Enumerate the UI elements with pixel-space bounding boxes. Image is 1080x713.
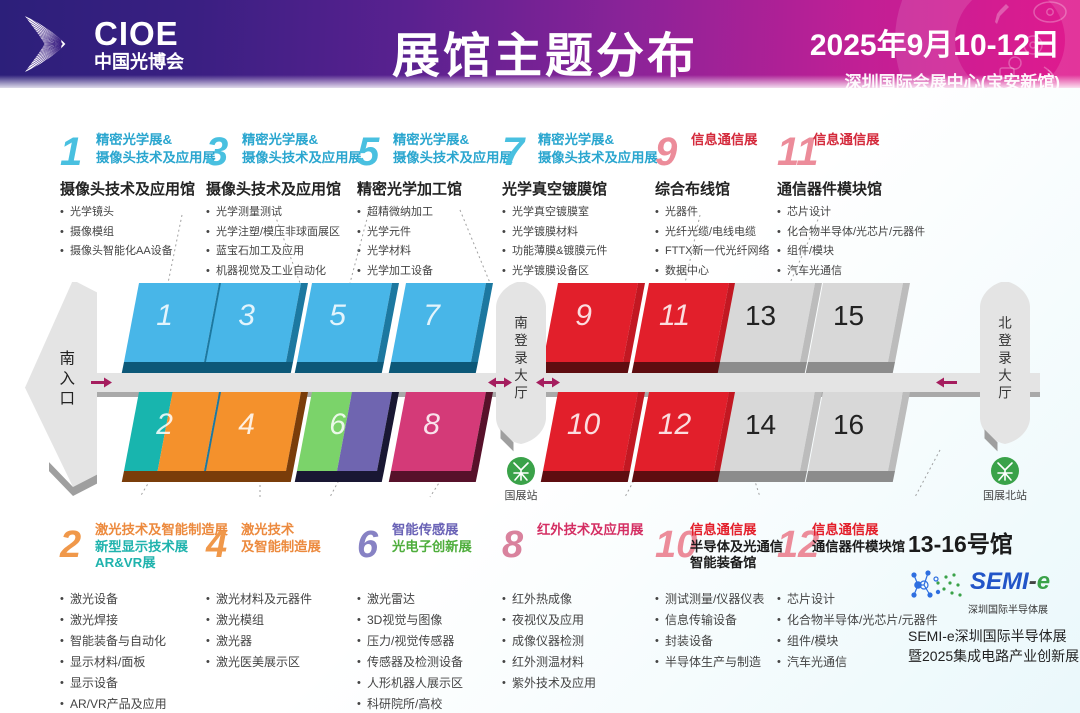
- svg-text:国展站: 国展站: [505, 488, 538, 502]
- svg-text:13: 13: [745, 300, 776, 331]
- svg-text:6: 6: [329, 408, 346, 441]
- svg-text:5: 5: [329, 299, 346, 332]
- svg-text:9: 9: [575, 299, 592, 332]
- svg-text:南入口: 南入口: [59, 349, 75, 407]
- svg-text:14: 14: [745, 409, 776, 440]
- svg-text:10: 10: [567, 408, 601, 441]
- svg-text:7: 7: [423, 299, 441, 332]
- svg-text:北登录大厅: 北登录大厅: [998, 315, 1012, 400]
- svg-text:16: 16: [833, 409, 864, 440]
- svg-text:2: 2: [155, 408, 173, 441]
- svg-text:1: 1: [156, 299, 173, 332]
- svg-text:SEMI-e: SEMI-e: [970, 568, 1050, 595]
- svg-text:3: 3: [238, 299, 255, 332]
- svg-text:4: 4: [238, 408, 255, 441]
- svg-text:国展北站: 国展北站: [983, 488, 1027, 502]
- svg-text:15: 15: [833, 300, 864, 331]
- svg-text:12: 12: [658, 408, 692, 441]
- svg-text:11: 11: [659, 299, 690, 332]
- svg-text:8: 8: [423, 408, 440, 441]
- svg-text:南登录大厅: 南登录大厅: [514, 315, 528, 400]
